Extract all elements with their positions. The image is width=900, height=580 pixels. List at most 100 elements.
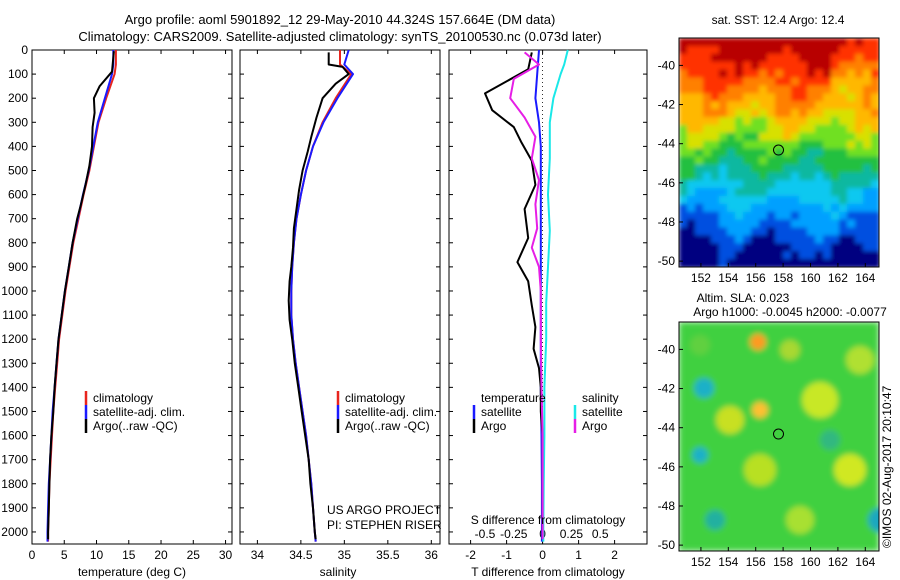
sst-cell xyxy=(783,164,792,174)
sst-cell xyxy=(759,148,768,158)
sst-cell xyxy=(847,156,856,166)
sst-cell xyxy=(855,219,864,229)
sst-cell xyxy=(791,140,800,150)
sst-cell xyxy=(727,211,736,221)
y-tick-label: 1700 xyxy=(1,453,28,467)
sst-cell xyxy=(783,172,792,182)
sst-cell xyxy=(823,132,832,142)
sst-cell xyxy=(759,69,768,79)
sst-cell xyxy=(799,164,808,174)
sst-cell xyxy=(743,203,752,213)
sst-cell xyxy=(751,251,760,261)
sst-cell xyxy=(743,188,752,197)
sst-cell xyxy=(711,180,720,190)
sst-cell xyxy=(751,219,760,229)
sst-cell xyxy=(863,124,872,134)
sst-cell xyxy=(751,124,760,134)
sst-cell xyxy=(687,235,696,245)
sla-anomaly xyxy=(834,454,866,486)
map-x-tick-label: 152 xyxy=(691,555,711,569)
sst-cell xyxy=(799,101,808,111)
sst-field xyxy=(679,38,879,267)
sst-cell xyxy=(727,227,736,237)
sst-cell xyxy=(679,109,688,118)
sst-cell xyxy=(687,61,696,71)
sst-cell xyxy=(735,93,744,103)
argo-position-marker xyxy=(773,428,785,440)
sst-cell xyxy=(799,132,808,142)
sst-cell xyxy=(735,235,744,245)
sst-cell xyxy=(679,219,688,229)
temperature-panel: 0100200300400500600700800900100011001200… xyxy=(1,43,647,579)
sst-cell xyxy=(703,77,712,87)
sst-cell xyxy=(863,188,872,197)
sst-cell xyxy=(783,69,792,79)
salinity-legend: climatology satellite-adj. clim. Argo(..… xyxy=(336,391,437,433)
sla-map: Altim. SLA: 0.023 Argo h1000: -0.0045 h2… xyxy=(658,291,887,569)
sst-cell xyxy=(735,156,744,166)
y-tick-label: 1200 xyxy=(1,332,28,346)
sst-cell xyxy=(823,180,832,190)
map-y-tick-label: -46 xyxy=(658,176,676,190)
sst-cell xyxy=(815,243,824,253)
y-tick-label: 1400 xyxy=(1,380,28,394)
sst-cell xyxy=(711,53,720,63)
sst-cell xyxy=(727,101,736,111)
sst-cell xyxy=(871,53,879,63)
x-tick-label: 25 xyxy=(187,548,201,562)
sst-cell xyxy=(687,140,696,150)
sst-cell xyxy=(871,61,879,71)
sst-cell xyxy=(735,61,744,71)
sst-cell xyxy=(871,45,879,55)
sst-cell xyxy=(727,69,736,79)
sst-cell xyxy=(807,140,816,150)
map-x-tick-label: 158 xyxy=(773,555,793,569)
y-tick-label: 500 xyxy=(8,163,28,177)
sst-cell xyxy=(847,38,856,47)
x-tick-label: 10 xyxy=(90,548,104,562)
sst-cell xyxy=(719,156,728,166)
sst-cell xyxy=(783,101,792,111)
sst-cell xyxy=(871,259,879,267)
sst-cell xyxy=(735,203,744,213)
sst-cell xyxy=(727,219,736,229)
sst-cell xyxy=(695,101,704,111)
sst-cell xyxy=(823,109,832,118)
salinity-plot-frame xyxy=(239,49,441,545)
sst-cell xyxy=(791,53,800,63)
map-y-tick-label: -44 xyxy=(658,137,676,151)
sst-cell xyxy=(679,101,688,111)
sst-cell xyxy=(823,93,832,103)
sst-cell xyxy=(775,195,784,205)
sst-cell xyxy=(823,45,832,55)
x-tick-label: 1 xyxy=(575,548,582,562)
sst-cell xyxy=(727,38,736,47)
sst-cell xyxy=(775,38,784,47)
sst-cell xyxy=(695,148,704,158)
sst-cell xyxy=(695,195,704,205)
sst-cell xyxy=(775,172,784,182)
sst-cell xyxy=(847,235,856,245)
sst-cell xyxy=(791,259,800,267)
sst-cell xyxy=(807,85,816,95)
sst-cell xyxy=(767,53,776,63)
sst-cell xyxy=(767,69,776,79)
sst-cell xyxy=(799,140,808,150)
sst-cell xyxy=(839,211,848,221)
map-x-tick-label: 156 xyxy=(746,271,766,285)
sst-cell xyxy=(807,259,816,267)
sst-cell xyxy=(687,77,696,87)
sst-cell xyxy=(767,124,776,134)
sst-cell xyxy=(791,188,800,197)
sst-cell xyxy=(679,243,688,253)
sst-cell xyxy=(823,164,832,174)
sst-cell xyxy=(799,109,808,118)
sst-cell xyxy=(831,85,840,95)
temperature-axis: 0 5 10 15 20 25 30 xyxy=(29,50,233,562)
sst-cell xyxy=(695,188,704,197)
sst-cell xyxy=(679,259,688,267)
sst-cell xyxy=(863,148,872,158)
sst-cell xyxy=(799,53,808,63)
sst-cell xyxy=(839,259,848,267)
